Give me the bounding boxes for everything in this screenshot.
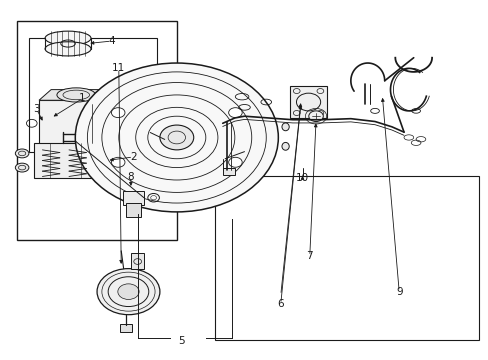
Bar (223, 168, 234, 175)
Circle shape (228, 108, 242, 118)
Bar (29, 38, 157, 152)
Text: 1: 1 (79, 94, 86, 103)
Circle shape (75, 63, 278, 212)
Circle shape (111, 157, 125, 167)
Polygon shape (39, 90, 157, 100)
Ellipse shape (308, 111, 323, 122)
Bar (215, 176, 478, 339)
Text: 11: 11 (112, 63, 125, 73)
Text: 8: 8 (127, 172, 134, 182)
Circle shape (160, 125, 193, 150)
Bar (122, 192, 143, 205)
Circle shape (111, 108, 125, 118)
Text: 2: 2 (130, 152, 136, 162)
Bar (34, 143, 111, 178)
Text: 7: 7 (306, 251, 312, 261)
Circle shape (118, 284, 139, 300)
Ellipse shape (282, 143, 288, 150)
Bar (111, 139, 126, 182)
Bar (126, 203, 140, 217)
Bar (17, 21, 177, 240)
Ellipse shape (15, 163, 29, 172)
Polygon shape (145, 90, 157, 146)
Bar (39, 100, 145, 146)
Text: 3: 3 (33, 104, 40, 114)
Text: 9: 9 (395, 287, 402, 297)
Text: 6: 6 (277, 299, 284, 309)
Bar (120, 324, 132, 332)
Text: 5: 5 (178, 336, 184, 346)
Ellipse shape (45, 31, 91, 45)
Ellipse shape (15, 149, 29, 158)
Bar (290, 86, 326, 118)
Ellipse shape (282, 123, 288, 131)
Circle shape (97, 269, 160, 315)
Circle shape (228, 157, 242, 167)
Text: 4: 4 (108, 36, 115, 46)
Text: 10: 10 (295, 173, 308, 183)
Ellipse shape (45, 42, 91, 56)
Ellipse shape (57, 88, 95, 102)
Bar (131, 253, 144, 269)
